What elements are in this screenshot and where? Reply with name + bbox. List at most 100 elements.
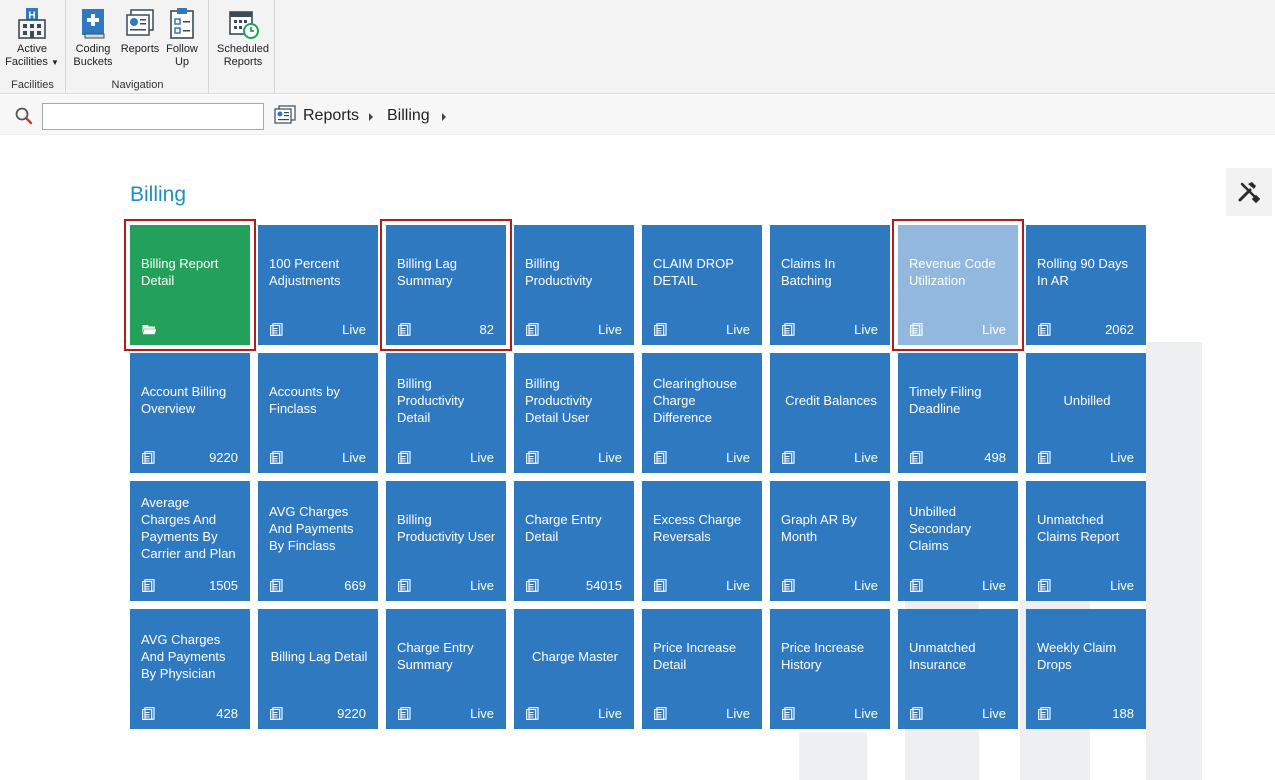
report-tile[interactable]: Account Billing Overview 9220 (130, 353, 250, 473)
report-tile[interactable]: AVG Charges And Payments By Finclass 669 (258, 481, 378, 601)
report-icon (270, 451, 283, 465)
report-tile[interactable]: Rolling 90 Days In AR 2062 (1026, 225, 1146, 345)
tile-title: Billing Productivity User (397, 512, 496, 544)
breadcrumb-reports[interactable]: Reports (303, 107, 360, 124)
tile-title-wrap: Billing Productivity (524, 225, 626, 319)
tile-title-wrap: Billing Productivity Detail User (524, 353, 626, 447)
follow-up-button[interactable]: Follow Up (163, 6, 201, 69)
tile-count: Live (982, 706, 1006, 721)
report-icon (782, 579, 795, 593)
breadcrumb-billing[interactable]: Billing (387, 107, 430, 124)
facilities-group-label: Facilities (11, 79, 54, 91)
tile-title-wrap: Claims In Batching (780, 225, 882, 319)
tile-title: CLAIM DROP DETAIL (653, 256, 734, 288)
report-tile[interactable]: Billing Productivity Detail Live (386, 353, 506, 473)
report-tile[interactable]: Billing Lag Summary 82 (386, 225, 506, 345)
report-tile[interactable]: Unmatched Insurance Live (898, 609, 1018, 729)
tile-count: 54015 (585, 578, 622, 593)
tile-title: Average Charges And Payments By Carrier … (141, 495, 236, 561)
folder-icon (142, 323, 157, 336)
report-tile[interactable]: 100 Percent Adjustments Live (258, 225, 378, 345)
tile-title-wrap: Clearinghouse Charge Difference (652, 353, 754, 447)
report-icon (654, 451, 667, 465)
report-tile[interactable]: AVG Charges And Payments By Physician 428 (130, 609, 250, 729)
report-tile[interactable]: Weekly Claim Drops 188 (1026, 609, 1146, 729)
report-tile[interactable]: Price Increase Detail Live (642, 609, 762, 729)
page-title: Billing (130, 183, 187, 206)
report-tile[interactable]: Graph AR By Month Live (770, 481, 890, 601)
tile-title-wrap: Charge Master (524, 609, 626, 703)
tile-count: Live (982, 322, 1006, 337)
tile-title: Unmatched Claims Report (1037, 512, 1120, 544)
tile-count: Live (726, 450, 750, 465)
tile-title-wrap: Accounts by Finclass (268, 353, 370, 447)
scheduled-reports-button[interactable]: Scheduled Reports (215, 6, 271, 69)
tile-title: Clearinghouse Charge Difference (653, 375, 737, 425)
report-tile[interactable]: Charge Entry Detail 54015 (514, 481, 634, 601)
breadcrumb-separator-icon[interactable] (442, 113, 446, 121)
tile-title-wrap: 100 Percent Adjustments (268, 225, 370, 319)
report-tile[interactable]: Billing Report Detail (130, 225, 250, 345)
tile-title-wrap: Billing Lag Summary (396, 225, 498, 319)
report-tile[interactable]: Billing Lag Detail 9220 (258, 609, 378, 729)
tools-button[interactable] (1226, 168, 1272, 216)
coding-buckets-button[interactable]: Coding Buckets (73, 6, 113, 69)
tile-title: Weekly Claim Drops (1037, 640, 1117, 672)
report-tile[interactable]: CLAIM DROP DETAIL Live (642, 225, 762, 345)
search-input[interactable] (42, 103, 264, 130)
search-icon[interactable] (14, 106, 34, 126)
tools-icon (1238, 182, 1261, 204)
report-icon (1038, 323, 1051, 337)
report-icon (782, 451, 795, 465)
report-tile[interactable]: Average Charges And Payments By Carrier … (130, 481, 250, 601)
report-tile[interactable]: Billing Productivity User Live (386, 481, 506, 601)
tile-count: 428 (216, 706, 238, 721)
report-tile[interactable]: Claims In Batching Live (770, 225, 890, 345)
report-tile[interactable]: Unmatched Claims Report Live (1026, 481, 1146, 601)
hospital-icon: H (18, 8, 46, 39)
breadcrumb-separator-icon[interactable] (369, 113, 373, 121)
tile-title-wrap: CLAIM DROP DETAIL (652, 225, 754, 319)
report-icon (654, 323, 667, 337)
tile-count: Live (726, 322, 750, 337)
report-tile[interactable]: Billing Productivity Live (514, 225, 634, 345)
active-facilities-button[interactable]: H Active Facilities ▼ (4, 6, 60, 69)
tile-title-wrap: Excess Charge Reversals (652, 481, 754, 575)
calendar-clock-icon (229, 11, 259, 39)
tile-title: Billing Productivity Detail (397, 375, 465, 425)
report-tile[interactable]: Accounts by Finclass Live (258, 353, 378, 473)
report-icon (142, 579, 155, 593)
tile-title-wrap: Unbilled Secondary Claims (908, 481, 1010, 575)
reports-label: Reports (120, 43, 160, 55)
report-icon (782, 323, 795, 337)
report-tile[interactable]: Unbilled Live (1026, 353, 1146, 473)
report-tile[interactable]: Charge Entry Summary Live (386, 609, 506, 729)
scheduled-reports-label: Scheduled Reports (217, 43, 269, 68)
report-tile[interactable]: Credit Balances Live (770, 353, 890, 473)
report-tile[interactable]: Billing Productivity Detail User Live (514, 353, 634, 473)
report-tile[interactable]: Excess Charge Reversals Live (642, 481, 762, 601)
facilities-group: H Active Facilities ▼ Facilities (0, 0, 66, 94)
tile-count: Live (854, 706, 878, 721)
ribbon-toolbar: H Active Facilities ▼ Facilities Coding … (0, 0, 1275, 94)
report-tile[interactable]: Revenue Code Utilization Live (898, 225, 1018, 345)
report-tile[interactable]: Timely Filing Deadline 498 (898, 353, 1018, 473)
tile-count: Live (854, 578, 878, 593)
report-tile[interactable]: Price Increase History Live (770, 609, 890, 729)
tile-title-wrap: Weekly Claim Drops (1036, 609, 1138, 703)
tile-count: Live (470, 450, 494, 465)
tile-title-wrap: Charge Entry Summary (396, 609, 498, 703)
report-tile[interactable]: Unbilled Secondary Claims Live (898, 481, 1018, 601)
tile-title: Claims In Batching (781, 256, 836, 288)
report-tile[interactable]: Charge Master Live (514, 609, 634, 729)
report-tile[interactable]: Clearinghouse Charge Difference Live (642, 353, 762, 473)
coding-buckets-label: Coding Buckets (73, 43, 113, 68)
reports-button[interactable]: Reports (119, 6, 161, 56)
tile-title: Credit Balances (785, 392, 877, 408)
report-icon (398, 579, 411, 593)
tile-title: Billing Report Detail (141, 256, 219, 288)
tile-title-wrap: Revenue Code Utilization (908, 225, 1010, 319)
tile-count: 669 (344, 578, 366, 593)
tile-title-wrap: Unmatched Insurance (908, 609, 1010, 703)
tile-title: Revenue Code Utilization (909, 256, 996, 288)
